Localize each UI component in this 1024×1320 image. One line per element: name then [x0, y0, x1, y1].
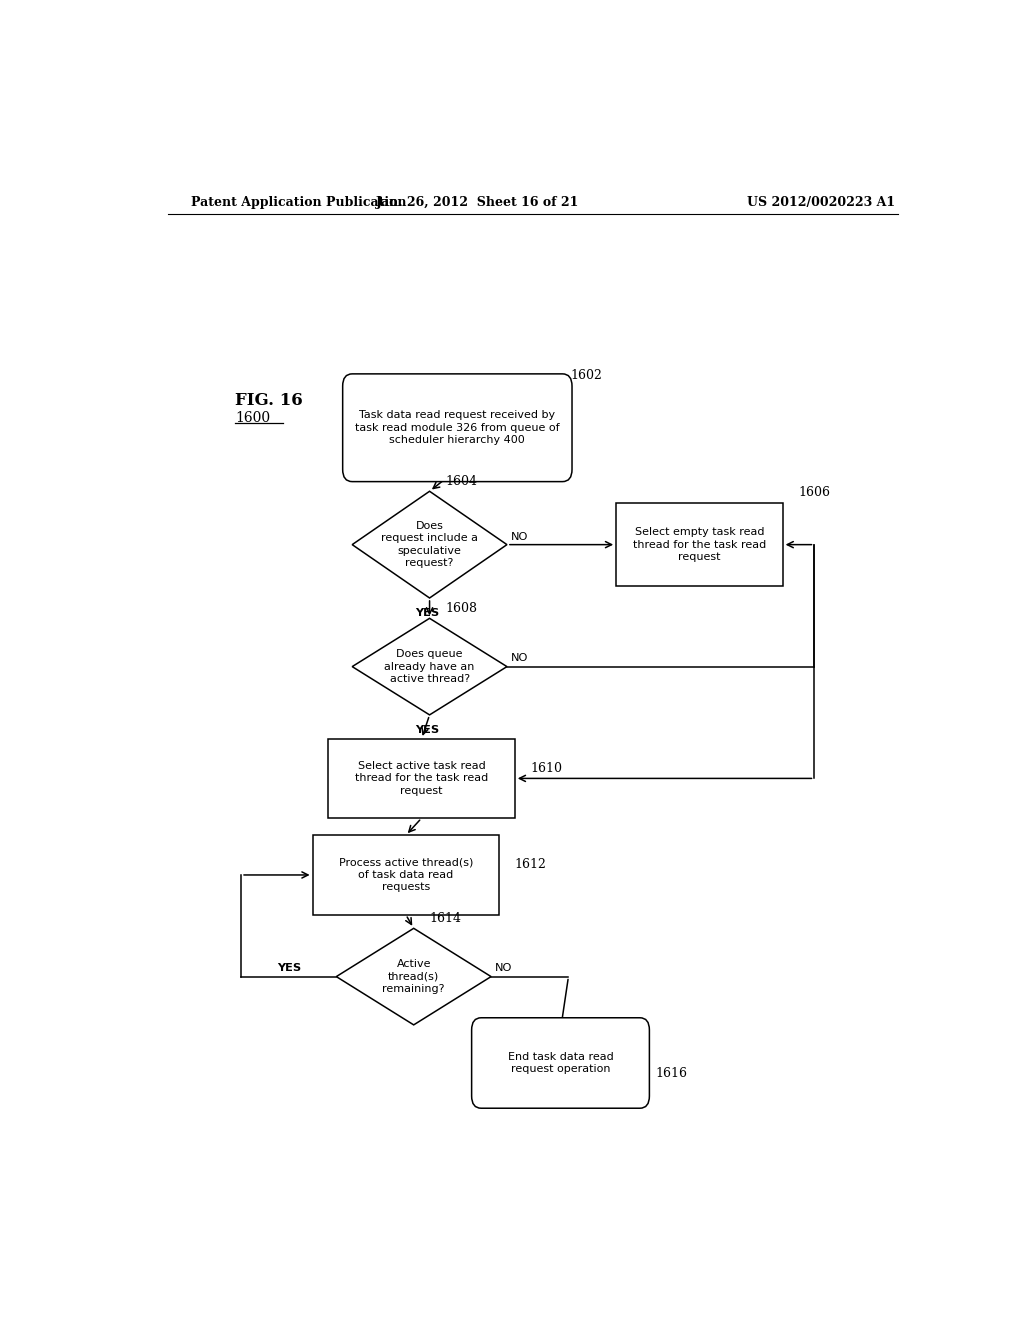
Text: NO: NO — [511, 653, 528, 664]
Polygon shape — [336, 928, 492, 1024]
Text: Process active thread(s)
of task data read
requests: Process active thread(s) of task data re… — [339, 858, 473, 892]
FancyBboxPatch shape — [472, 1018, 649, 1109]
Text: US 2012/0020223 A1: US 2012/0020223 A1 — [748, 195, 895, 209]
Text: 1614: 1614 — [430, 912, 462, 924]
Text: Jan. 26, 2012  Sheet 16 of 21: Jan. 26, 2012 Sheet 16 of 21 — [376, 195, 579, 209]
Bar — [329, 739, 515, 818]
Text: End task data read
request operation: End task data read request operation — [508, 1052, 613, 1074]
Text: NO: NO — [495, 964, 512, 973]
Text: Active
thread(s)
remaining?: Active thread(s) remaining? — [382, 960, 445, 994]
Text: Select empty task read
thread for the task read
request: Select empty task read thread for the ta… — [633, 527, 766, 562]
Text: Patent Application Publication: Patent Application Publication — [191, 195, 407, 209]
Text: 1600: 1600 — [236, 411, 270, 425]
Text: 1616: 1616 — [655, 1067, 688, 1080]
Bar — [312, 836, 499, 915]
Polygon shape — [352, 618, 507, 715]
Text: NO: NO — [511, 532, 528, 541]
Bar — [616, 503, 782, 586]
Text: YES: YES — [416, 609, 439, 618]
Text: YES: YES — [276, 964, 301, 973]
Text: 1610: 1610 — [530, 762, 563, 775]
Text: Does
request include a
speculative
request?: Does request include a speculative reque… — [381, 521, 478, 568]
Text: 1604: 1604 — [445, 475, 477, 487]
Text: 1606: 1606 — [799, 486, 830, 499]
Text: 1612: 1612 — [515, 858, 547, 871]
Text: 1608: 1608 — [445, 602, 477, 615]
Text: YES: YES — [416, 725, 439, 735]
FancyBboxPatch shape — [343, 374, 572, 482]
Text: Task data read request received by
task read module 326 from queue of
scheduler : Task data read request received by task … — [355, 411, 560, 445]
Polygon shape — [352, 491, 507, 598]
Text: 1602: 1602 — [570, 370, 602, 383]
Text: FIG. 16: FIG. 16 — [236, 392, 303, 409]
Text: Select active task read
thread for the task read
request: Select active task read thread for the t… — [355, 762, 488, 796]
Text: Does queue
already have an
active thread?: Does queue already have an active thread… — [384, 649, 475, 684]
